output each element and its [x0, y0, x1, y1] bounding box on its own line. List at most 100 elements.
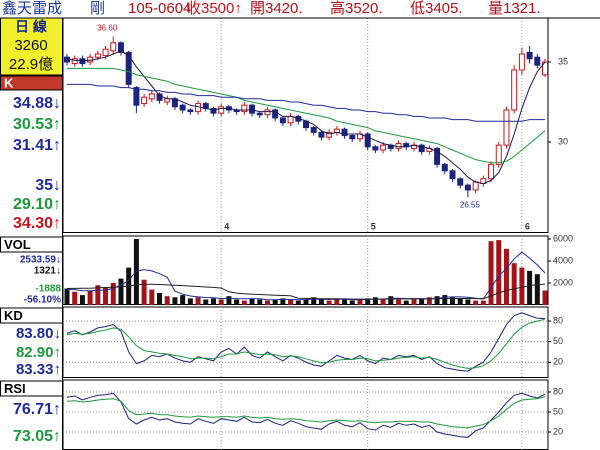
volume-bar	[141, 279, 147, 305]
volume-bar	[249, 298, 255, 305]
candle-body	[287, 115, 294, 124]
candle-body	[272, 109, 279, 119]
candle-body	[310, 127, 317, 133]
volume-bar	[234, 299, 240, 305]
sidebar-value: 22.9億	[9, 56, 53, 73]
candle-body	[79, 58, 86, 65]
volume-bar	[87, 290, 93, 305]
y-tick-label: 35	[558, 56, 568, 66]
volume-bar	[172, 297, 178, 305]
volume-bar	[419, 298, 425, 305]
readout: 83.80↓	[16, 325, 61, 342]
volume-bar	[164, 296, 170, 305]
panel-label: KD	[4, 308, 23, 323]
volume-bar	[342, 299, 348, 305]
volume-bar	[311, 297, 317, 305]
volume-bar	[403, 300, 409, 305]
volume-bar	[434, 296, 440, 305]
header-item: 鑫天雷成	[2, 0, 62, 17]
candle-body	[349, 135, 356, 140]
candle-body	[434, 147, 441, 165]
readout: 34.88↓	[13, 95, 61, 112]
candle-body	[380, 144, 387, 151]
volume-bar	[496, 240, 502, 305]
candle-body	[179, 104, 186, 111]
candle-body	[102, 48, 109, 57]
volume-bar	[272, 299, 278, 305]
header-item: 開3420.	[250, 0, 303, 17]
volume-bar	[372, 297, 378, 305]
volume-bar	[180, 295, 186, 305]
header-item: 量1321.	[488, 0, 541, 17]
price-annotation: 36.60	[97, 24, 118, 33]
candle-body	[125, 51, 132, 85]
volume-bar	[110, 282, 116, 305]
candle-body	[241, 104, 248, 113]
volume-bar	[72, 291, 78, 305]
sidebar-box	[0, 17, 63, 76]
candle-body	[449, 170, 456, 180]
y-tick-label: 20	[553, 426, 563, 436]
indicator-line	[66, 392, 546, 438]
y-tick-label: 2000	[553, 277, 573, 287]
header-item: 105-0604	[128, 0, 191, 17]
volume-bar	[257, 299, 263, 305]
volume-bar	[411, 299, 417, 305]
volume-bar	[203, 299, 209, 305]
sidebar-value: 3260	[14, 37, 47, 54]
readout: 83.33↑	[16, 361, 61, 378]
candle-body	[187, 109, 194, 113]
volume-bar	[326, 300, 332, 305]
candle-body	[117, 42, 124, 53]
readout: 34.30↑	[13, 215, 61, 232]
candle-body	[148, 93, 155, 100]
volume-bar	[473, 300, 479, 305]
readout: 30.53↑	[13, 116, 61, 133]
candle-body	[210, 107, 217, 114]
header-item: 剛	[90, 0, 105, 17]
volume-bar	[95, 285, 101, 305]
indicator-line	[66, 318, 546, 369]
candle-body	[249, 104, 256, 114]
candle-body	[279, 117, 286, 124]
y-tick-label: 50	[553, 406, 563, 416]
volume-bar	[280, 298, 286, 305]
candle-body	[133, 87, 140, 106]
readout: 29.10↑	[13, 196, 61, 213]
volume-bar	[303, 299, 309, 305]
candle-body	[264, 109, 271, 116]
volume-average	[66, 283, 546, 300]
readout: 35↓	[35, 177, 61, 194]
x-tick-label: 6	[525, 221, 530, 231]
volume-bar	[480, 300, 486, 305]
volume-bar	[118, 278, 124, 305]
volume-bar	[388, 296, 394, 305]
volume-bar	[318, 299, 324, 305]
candle-body	[141, 96, 148, 105]
volume-bar	[226, 296, 232, 305]
panel-frame	[62, 306, 549, 378]
header-item: 低3405.	[410, 0, 463, 17]
readout: 82.90↑	[16, 344, 61, 361]
volume-bar	[64, 288, 70, 305]
volume-bar	[264, 300, 270, 305]
candle-body	[318, 131, 325, 138]
volume-bar	[157, 292, 163, 305]
x-tick-label: 5	[371, 221, 376, 231]
header-item: 收3500↑	[186, 0, 242, 17]
volume-bar	[511, 263, 517, 305]
candle-body	[511, 69, 518, 111]
panel-frame	[62, 379, 549, 450]
volume-bar	[503, 248, 509, 305]
candle-body	[542, 61, 549, 76]
candle-body	[372, 146, 379, 151]
candle-body	[418, 144, 425, 153]
volume-bar	[218, 299, 224, 305]
panel-label: K	[4, 75, 14, 90]
volume-bar	[357, 299, 363, 305]
y-tick-label: 20	[553, 357, 563, 367]
readout: 31.41↑	[13, 137, 61, 154]
moving-average	[67, 67, 546, 164]
x-tick-label: 4	[224, 221, 229, 231]
